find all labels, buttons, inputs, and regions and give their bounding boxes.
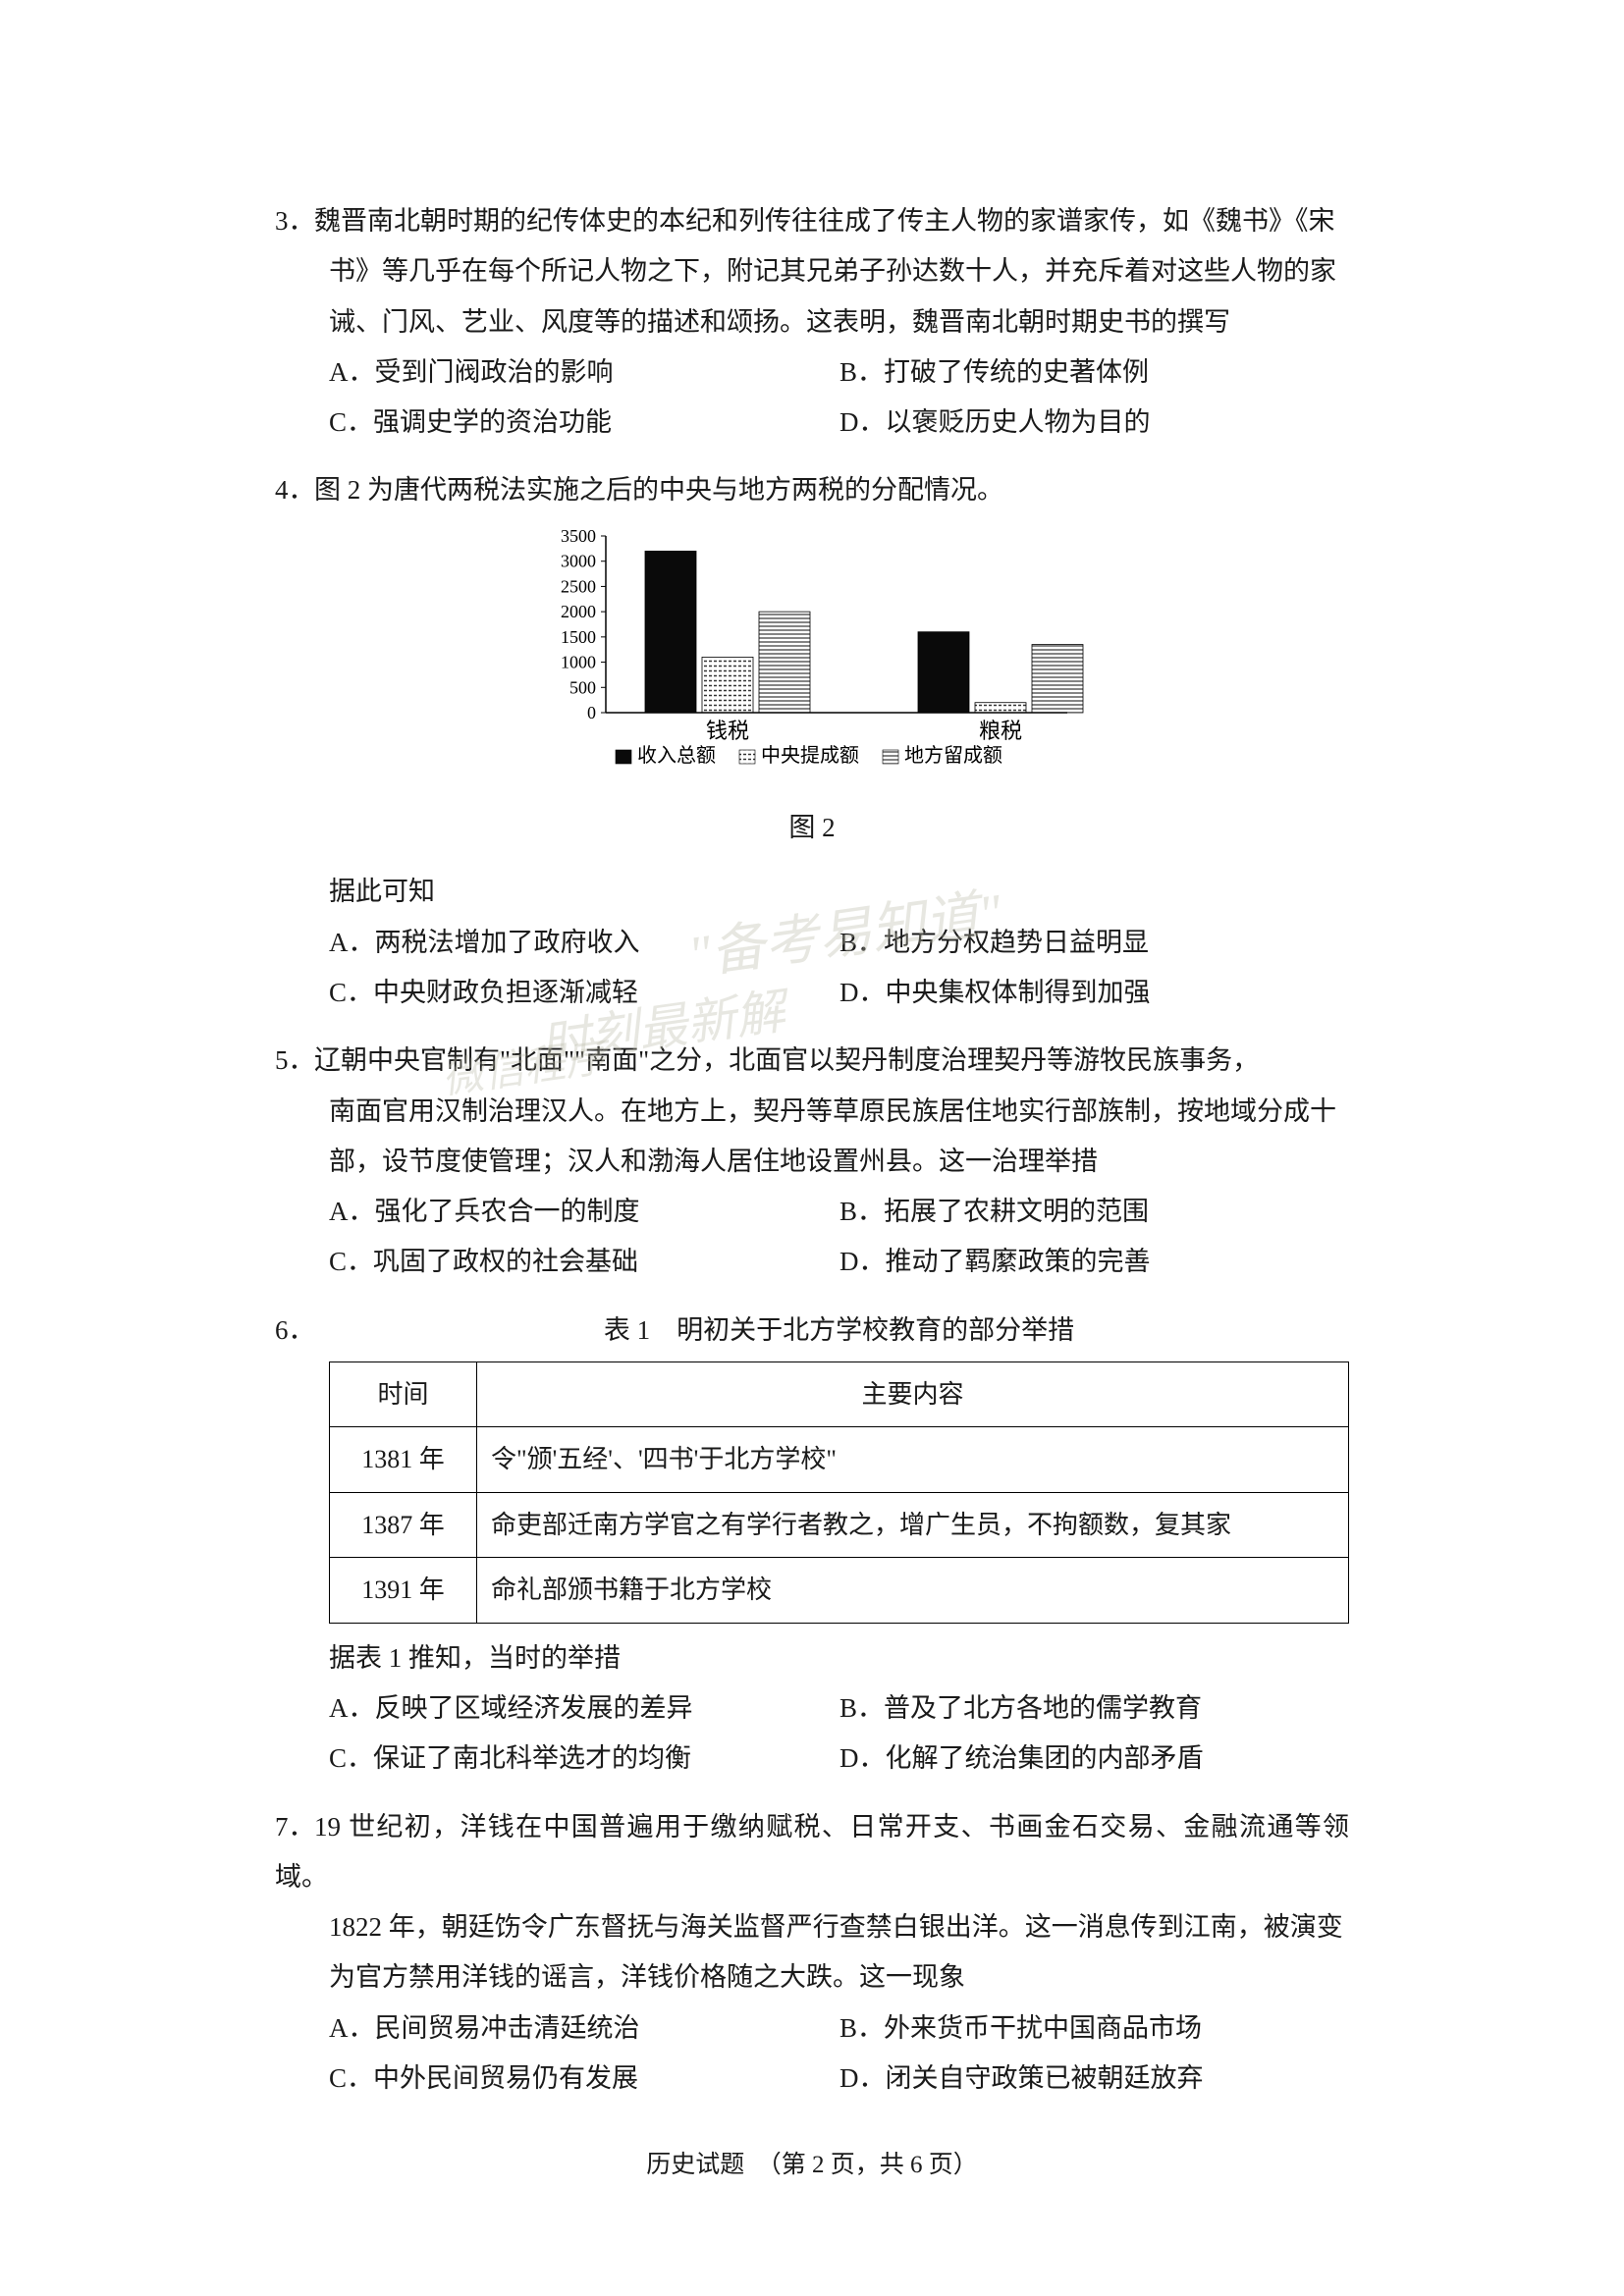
- q7-number: 7．: [275, 1802, 314, 1852]
- svg-text:收入总额: 收入总额: [637, 744, 716, 767]
- svg-text:3500: 3500: [561, 526, 596, 546]
- question-6: 6． 表 1 明初关于北方学校教育的部分举措 时间 主要内容 1381 年令"颁…: [275, 1306, 1349, 1785]
- q6-table: 时间 主要内容 1381 年令"颁'五经'、'四书'于北方学校"1387 年命吏…: [329, 1362, 1349, 1624]
- table-cell-time: 1381 年: [330, 1427, 477, 1492]
- q6-option-c: C．保证了南北科举选才的均衡: [329, 1734, 839, 1784]
- q3-option-b: B．打破了传统的史著体例: [839, 347, 1349, 398]
- svg-text:3000: 3000: [561, 551, 596, 570]
- table-cell-content: 命礼部颁书籍于北方学校: [477, 1558, 1349, 1623]
- q4-option-c: C．中央财政负担逐渐减轻: [329, 968, 839, 1018]
- question-5: 5．辽朝中央官制有"北面""南面"之分，北面官以契丹制度治理契丹等游牧民族事务，…: [275, 1036, 1349, 1287]
- q5-stem-line3: 部，设节度使管理；汉人和渤海人居住地设置州县。这一治理举措: [275, 1137, 1349, 1187]
- table-cell-content: 命吏部迁南方学官之有学行者教之，增广生员，不拘额数，复其家: [477, 1492, 1349, 1557]
- table-header-time: 时间: [330, 1362, 477, 1427]
- table-cell-content: 令"颁'五经'、'四书'于北方学校": [477, 1427, 1349, 1492]
- table-header-content: 主要内容: [477, 1362, 1349, 1427]
- q4-number: 4．: [275, 465, 314, 515]
- table-row: 1387 年命吏部迁南方学官之有学行者教之，增广生员，不拘额数，复其家: [330, 1492, 1349, 1557]
- q6-table-wrap: 时间 主要内容 1381 年令"颁'五经'、'四书'于北方学校"1387 年命吏…: [275, 1362, 1349, 1624]
- svg-text:0: 0: [587, 703, 596, 722]
- q7-option-a: A．民间贸易冲击清廷统治: [329, 2003, 839, 2054]
- svg-text:2000: 2000: [561, 602, 596, 621]
- table-cell-time: 1387 年: [330, 1492, 477, 1557]
- svg-text:500: 500: [569, 677, 596, 697]
- svg-text:1500: 1500: [561, 627, 596, 647]
- q6-number: 6．: [275, 1306, 329, 1356]
- svg-text:2500: 2500: [561, 576, 596, 596]
- svg-text:粮税: 粮税: [979, 719, 1022, 743]
- q4-options: A．两税法增加了政府收入 B．地方分权趋势日益明显 C．中央财政负担逐渐减轻 D…: [275, 918, 1349, 1019]
- q5-options: A．强化了兵农合一的制度 B．拓展了农耕文明的范围 C．巩固了政权的社会基础 D…: [275, 1187, 1349, 1288]
- q6-table-title: 表 1 明初关于北方学校教育的部分举措: [329, 1306, 1349, 1356]
- table-row: 1391 年命礼部颁书籍于北方学校: [330, 1558, 1349, 1623]
- svg-text:地方留成额: 地方留成额: [904, 744, 1002, 767]
- question-7: 7．19 世纪初，洋钱在中国普遍用于缴纳赋税、日常开支、书画金石交易、金融流通等…: [275, 1802, 1349, 2105]
- q6-prompt: 据表 1 推知，当时的举措: [275, 1633, 1349, 1683]
- table-row: 1381 年令"颁'五经'、'四书'于北方学校": [330, 1427, 1349, 1492]
- q4-option-a: A．两税法增加了政府收入: [329, 918, 839, 968]
- q4-chart-svg: 0 500 1000 1500 2000 2500 3000 3500 钱税 粮税收入总额 中央提成…: [537, 526, 1087, 781]
- q6-header: 6． 表 1 明初关于北方学校教育的部分举措: [275, 1306, 1349, 1356]
- q7-stem-line2: 1822 年，朝廷饬令广东督抚与海关监督严行查禁白银出洋。这一消息传到江南，被演…: [275, 1902, 1349, 1952]
- q3-option-a: A．受到门阀政治的影响: [329, 347, 839, 398]
- q7-option-c: C．中外民间贸易仍有发展: [329, 2054, 839, 2104]
- table-header-row: 时间 主要内容: [330, 1362, 1349, 1427]
- q3-stem-line1: 3．魏晋南北朝时期的纪传体史的本纪和列传往往成了传主人物的家谱家传，如《魏书》《…: [275, 196, 1349, 246]
- q6-option-d: D．化解了统治集团的内部矛盾: [839, 1734, 1349, 1784]
- table-cell-time: 1391 年: [330, 1558, 477, 1623]
- question-3: 3．魏晋南北朝时期的纪传体史的本纪和列传往往成了传主人物的家谱家传，如《魏书》《…: [275, 196, 1349, 448]
- q5-option-c: C．巩固了政权的社会基础: [329, 1237, 839, 1287]
- q5-option-a: A．强化了兵农合一的制度: [329, 1187, 839, 1237]
- q7-stem-line1: 7．19 世纪初，洋钱在中国普遍用于缴纳赋税、日常开支、书画金石交易、金融流通等…: [275, 1802, 1349, 1903]
- q3-stem-line2: 书》等几乎在每个所记人物之下，附记其兄弟子孙达数十人，并充斥着对这些人物的家: [275, 246, 1349, 296]
- q5-number: 5．: [275, 1036, 314, 1086]
- q5-stem-line2: 南面官用汉制治理汉人。在地方上，契丹等草原民族居住地实行部族制，按地域分成十: [275, 1087, 1349, 1137]
- q6-option-a: A．反映了区域经济发展的差异: [329, 1683, 839, 1734]
- question-4: 4．图 2 为唐代两税法实施之后的中央与地方两税的分配情况。 0 500 1000 1…: [275, 465, 1349, 1018]
- q3-stem-line3: 诫、门风、艺业、风度等的描述和颂扬。这表明，魏晋南北朝时期史书的撰写: [275, 297, 1349, 347]
- q3-option-d: D．以褒贬历史人物为目的: [839, 398, 1349, 448]
- q4-chart-caption: 图 2: [275, 803, 1349, 853]
- q3-options: A．受到门阀政治的影响 B．打破了传统的史著体例 C．强调史学的资治功能 D．以…: [275, 347, 1349, 449]
- q6-options: A．反映了区域经济发展的差异 B．普及了北方各地的儒学教育 C．保证了南北科举选…: [275, 1683, 1349, 1785]
- q4-chart: 0 500 1000 1500 2000 2500 3000 3500 钱税 粮税收入总额 中央提成…: [275, 526, 1349, 798]
- svg-text:钱税: 钱税: [706, 719, 749, 743]
- svg-text:1000: 1000: [561, 652, 596, 671]
- q5-option-d: D．推动了羁縻政策的完善: [839, 1237, 1349, 1287]
- page-footer: 历史试题 （第 2 页，共 6 页）: [0, 2142, 1624, 2189]
- q7-option-b: B．外来货币干扰中国商品市场: [839, 2003, 1349, 2054]
- q4-option-b: B．地方分权趋势日益明显: [839, 918, 1349, 968]
- q7-stem-line3: 为官方禁用洋钱的谣言，洋钱价格随之大跌。这一现象: [275, 1952, 1349, 2002]
- q3-option-c: C．强调史学的资治功能: [329, 398, 839, 448]
- q6-option-b: B．普及了北方各地的儒学教育: [839, 1683, 1349, 1734]
- q7-options: A．民间贸易冲击清廷统治 B．外来货币干扰中国商品市场 C．中外民间贸易仍有发展…: [275, 2003, 1349, 2105]
- q4-stem: 4．图 2 为唐代两税法实施之后的中央与地方两税的分配情况。: [275, 465, 1349, 515]
- q4-option-d: D．中央集权体制得到加强: [839, 968, 1349, 1018]
- q7-option-d: D．闭关自守政策已被朝廷放弃: [839, 2054, 1349, 2104]
- q5-option-b: B．拓展了农耕文明的范围: [839, 1187, 1349, 1237]
- q5-stem-line1: 5．辽朝中央官制有"北面""南面"之分，北面官以契丹制度治理契丹等游牧民族事务，: [275, 1036, 1349, 1086]
- q4-prompt: 据此可知: [275, 867, 1349, 917]
- q3-number: 3．: [275, 196, 314, 246]
- svg-text:中央提成额: 中央提成额: [761, 744, 859, 767]
